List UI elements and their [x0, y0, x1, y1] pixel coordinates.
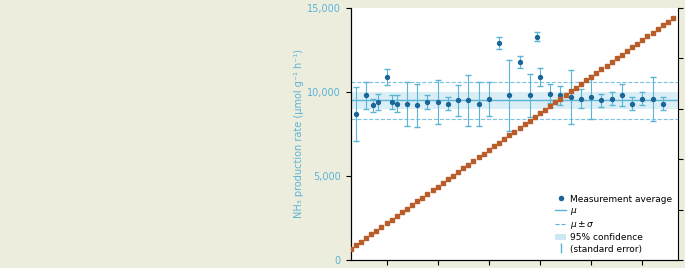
- Point: [575, 96, 586, 101]
- Point: [386, 100, 397, 104]
- Point: [412, 103, 423, 107]
- Point: [647, 96, 658, 101]
- Point: [432, 100, 443, 104]
- Point: [532, 35, 543, 39]
- Point: [443, 102, 453, 106]
- Legend: Measurement average, $\mu$, $\mu \pm \sigma$, 95% confidence, (standard error): Measurement average, $\mu$, $\mu \pm \si…: [551, 191, 675, 257]
- Point: [627, 102, 638, 106]
- Point: [504, 93, 515, 98]
- Point: [463, 98, 474, 103]
- Point: [545, 92, 556, 96]
- Point: [473, 102, 484, 106]
- Point: [381, 75, 392, 79]
- Point: [534, 75, 545, 79]
- Point: [368, 103, 379, 107]
- Bar: [351, 92, 678, 109]
- Point: [350, 112, 361, 116]
- Point: [596, 98, 607, 103]
- Point: [616, 93, 627, 98]
- Point: [565, 95, 576, 99]
- Point: [524, 93, 535, 98]
- Point: [514, 60, 525, 64]
- Point: [453, 98, 464, 103]
- Point: [422, 100, 433, 104]
- Point: [606, 96, 617, 101]
- Point: [484, 96, 495, 101]
- Point: [360, 93, 371, 98]
- Point: [494, 41, 505, 46]
- Y-axis label: NH₃ production rate (μmol g⁻¹ h⁻¹): NH₃ production rate (μmol g⁻¹ h⁻¹): [295, 50, 304, 218]
- Point: [373, 100, 384, 104]
- Point: [658, 102, 669, 106]
- Point: [586, 95, 597, 99]
- Point: [401, 102, 412, 106]
- Point: [637, 96, 648, 101]
- Point: [391, 102, 402, 106]
- Point: [555, 93, 566, 98]
